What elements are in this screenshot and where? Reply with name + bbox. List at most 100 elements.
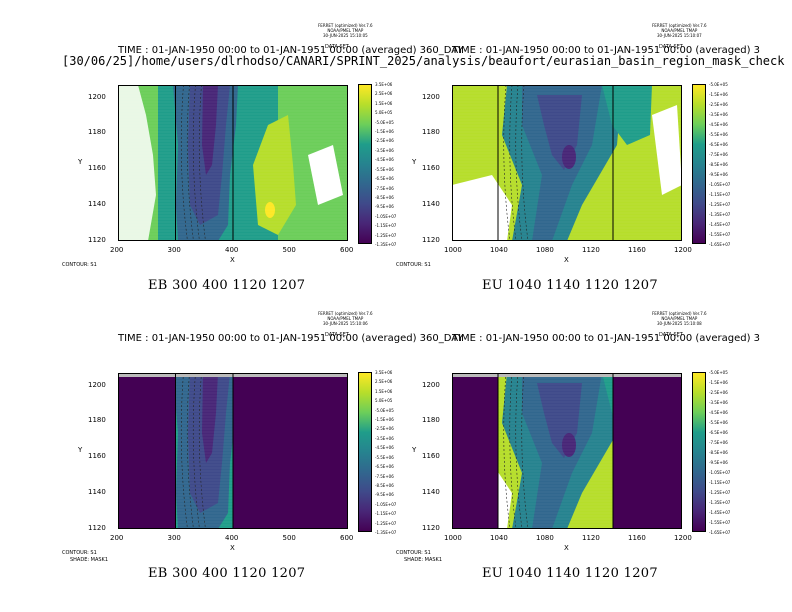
x-axis-label: X (230, 544, 235, 552)
land-mask (118, 85, 156, 241)
x-tick-label: 1200 (674, 246, 692, 254)
colorbar-tick-label: -5.0E+05 (375, 407, 394, 413)
ferret-header: FERRET (optimized) Ver.7.6 NOAA/PMEL TMAP… (652, 311, 707, 326)
y-tick-label: 1120 (88, 524, 106, 532)
x-tick-label: 600 (340, 534, 354, 542)
x-tick-label: 1120 (582, 246, 600, 254)
colorbar-tick-label: -1.35E+07 (709, 212, 731, 217)
ferret-line: FERRET (optimized) Ver.7.6 (318, 23, 373, 28)
path-header: [30/06/25]/home/users/dlrhodso/CANARI/SP… (62, 54, 785, 68)
y-axis-label: Y (412, 446, 417, 454)
colorbar-tick-label: -1.55E+07 (709, 232, 731, 237)
core-region (562, 433, 576, 457)
colorbar-tick-label: -2.5E+06 (375, 138, 394, 144)
colorbar-tick-label: -8.5E+06 (709, 162, 728, 167)
colorbar-tick-label: 2.5E+06 (375, 91, 393, 97)
plot-frame (452, 373, 682, 529)
panel-title: TIME : 01-JAN-1950 00:00 to 01-JAN-1951 … (452, 333, 761, 344)
colorbar-tick-label: -1.05E+07 (709, 470, 731, 475)
ferret-line: FERRET (optimized) Ver.7.6 (652, 311, 707, 316)
x-tick-label: 400 (225, 534, 239, 542)
x-tick-label: 600 (340, 246, 354, 254)
y-axis-label: Y (78, 158, 83, 166)
colorbar-tick-label: -6.5E+06 (709, 430, 728, 435)
colorbar-tick-label: -1.5E+06 (375, 129, 394, 135)
heatmap-plot (118, 373, 348, 530)
panel-caption: EU 1040 1140 1120 1207 (482, 278, 658, 293)
ferret-line: NOAA/PMEL TMAP (661, 28, 698, 33)
ferret-dataset: DATA SET (659, 332, 683, 338)
x-tick-label: 500 (282, 534, 296, 542)
colorbar-tick-label: -9.5E+06 (709, 460, 728, 465)
colorbar-tick-label: -5.0E+05 (375, 119, 394, 125)
x-tick-label: 400 (225, 246, 239, 254)
colorbar-tick-label: -1.65E+07 (709, 530, 731, 535)
ferret-header: FERRET (optimized) Ver.7.6 NOAA/PMEL TMAP… (318, 23, 373, 38)
colorbar-tick-label: -8.5E+06 (375, 482, 394, 488)
colorbar (358, 372, 372, 532)
colorbar-tick-label: -1.45E+07 (709, 222, 731, 227)
x-tick-label: 1040 (490, 534, 508, 542)
x-tick-label: 1000 (444, 534, 462, 542)
ferret-header: FERRET (optimized) Ver.7.6 NOAA/PMEL TMAP… (652, 23, 707, 38)
colorbar-tick-label: -9.5E+06 (375, 492, 394, 498)
colorbar-tick-label: -1.5E+06 (709, 380, 728, 385)
x-tick-label: 1160 (628, 246, 646, 254)
ferret-line: 30-JUN-2025 15:10:05 (322, 33, 368, 38)
colorbar-tick-label: -2.5E+06 (709, 102, 728, 107)
mask-shade (452, 373, 498, 529)
y-tick-label: 1180 (422, 128, 440, 137)
colorbar-tick-label: -4.5E+06 (375, 445, 394, 451)
y-tick-label: 1140 (422, 488, 440, 497)
colorbar-tick-label: -8.5E+06 (709, 450, 728, 455)
colorbar-tick-label: -1.25E+07 (709, 202, 731, 207)
colorbar-tick-label: -6.5E+06 (375, 464, 394, 470)
plot-note: CONTOUR: S1 (62, 262, 97, 268)
colorbar-tick-label: 5.0E+05 (375, 110, 393, 116)
x-tick-label: 200 (110, 246, 124, 254)
x-axis-label: X (230, 256, 235, 264)
ferret-line: FERRET (optimized) Ver.7.6 (652, 23, 707, 28)
colorbar-tick-label: -1.65E+07 (709, 242, 731, 247)
colorbar-tick-label: -1.05E+07 (375, 501, 397, 507)
colorbar-tick-label: -6.5E+06 (709, 142, 728, 147)
y-tick-label: 1180 (88, 128, 106, 137)
colorbar-tick-label: -3.5E+06 (375, 147, 394, 153)
plot-frame (118, 373, 348, 529)
y-tick-label: 1200 (88, 380, 106, 389)
colorbar-tick-label: -1.45E+07 (709, 510, 731, 515)
colorbar-tick-label: -1.55E+07 (709, 520, 731, 525)
y-tick-label: 1180 (88, 416, 106, 425)
colorbar-tick-label: -2.5E+06 (709, 390, 728, 395)
colorbar-tick-label: 3.5E+06 (375, 82, 393, 87)
plot-note: CONTOUR: S1 (396, 262, 431, 268)
y-tick-label: 1200 (422, 92, 440, 101)
ferret-dataset: DATA SET (659, 44, 683, 50)
ferret-line: 30-JUN-2025 15:10:08 (656, 321, 702, 326)
panel-caption: EB 300 400 1120 1207 (148, 566, 306, 581)
colorbar-tick-label: 5.0E+05 (375, 398, 393, 404)
colorbar (692, 372, 706, 532)
colorbar-tick-label: -1.25E+07 (709, 490, 731, 495)
y-tick-label: 1140 (88, 200, 106, 209)
y-tick-label: 1140 (88, 488, 106, 497)
colorbar-tick-label: -1.05E+07 (375, 213, 397, 219)
y-tick-label: 1160 (88, 164, 106, 173)
panel-title: TIME : 01-JAN-1950 00:00 to 01-JAN-1951 … (118, 45, 464, 56)
colorbar-tick-label: -1.05E+07 (709, 182, 731, 187)
high-region (253, 115, 296, 235)
heatmap-plot (452, 85, 682, 242)
colorbar-tick-label: -1.5E+06 (709, 92, 728, 97)
colorbar-tick-label: -4.5E+06 (709, 122, 728, 127)
colorbar-tick-label: -1.35E+07 (375, 242, 397, 247)
colorbar (692, 84, 706, 244)
y-axis-label: Y (412, 158, 417, 166)
plot-note: CONTOUR: S1 (62, 550, 97, 556)
colorbar-tick-label: -6.5E+06 (375, 176, 394, 182)
plot-note: SHADE: MASK1 (70, 557, 109, 563)
y-tick-label: 1160 (422, 452, 440, 461)
ferret-line: 30-JUN-2025 15:10:07 (656, 33, 702, 38)
land-mask (652, 105, 682, 195)
x-axis-label: X (564, 256, 569, 264)
colorbar-tick-label: -1.35E+07 (375, 530, 397, 535)
